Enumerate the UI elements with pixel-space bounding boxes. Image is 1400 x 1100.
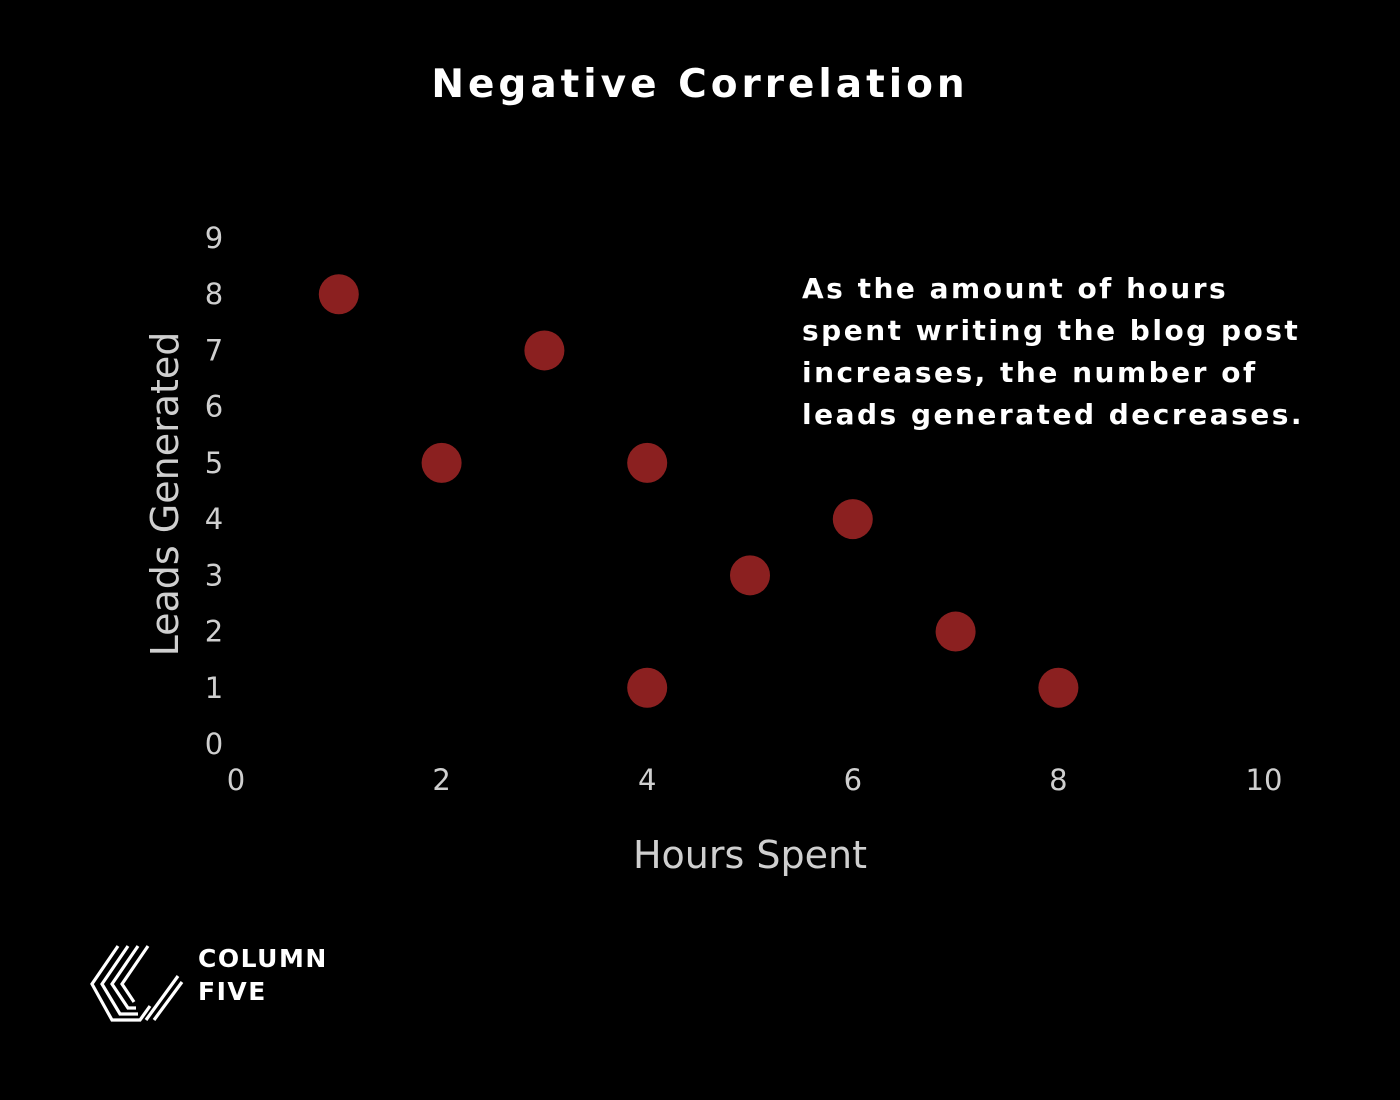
logo-wordmark: COLUMN FIVE bbox=[198, 942, 328, 1008]
y-axis-title: Leads Generated bbox=[143, 332, 187, 657]
scatter-point bbox=[627, 442, 668, 483]
y-tick-label: 0 bbox=[205, 727, 223, 761]
y-tick-label: 1 bbox=[205, 671, 223, 705]
y-tick-label: 4 bbox=[205, 502, 223, 536]
annotation-text: As the amount of hours spent writing the… bbox=[802, 268, 1362, 436]
y-tick-label: 8 bbox=[205, 277, 223, 311]
scatter-point bbox=[421, 442, 462, 483]
x-axis-title: Hours Spent bbox=[633, 833, 867, 877]
y-tick-label: 9 bbox=[205, 221, 223, 255]
scatter-point bbox=[318, 274, 359, 315]
data-points bbox=[318, 274, 1079, 708]
y-axis-ticks: 0 1 2 3 4 5 6 7 8 9 bbox=[205, 221, 223, 761]
y-tick-label: 3 bbox=[205, 558, 223, 592]
x-tick-label: 8 bbox=[1049, 763, 1067, 797]
column-five-logo-mark-icon bbox=[90, 945, 184, 1022]
y-tick-label: 7 bbox=[205, 333, 223, 367]
scatter-point bbox=[832, 499, 873, 540]
x-tick-label: 10 bbox=[1246, 763, 1283, 797]
scatter-point bbox=[627, 667, 668, 708]
annotation-line: leads generated decreases. bbox=[802, 398, 1305, 431]
x-tick-label: 4 bbox=[638, 763, 656, 797]
scatter-point bbox=[935, 611, 976, 652]
logo-line-1: COLUMN bbox=[198, 944, 328, 973]
chart-title: Negative Correlation bbox=[431, 62, 969, 107]
y-tick-label: 2 bbox=[205, 615, 223, 649]
x-tick-label: 2 bbox=[432, 763, 450, 797]
scatter-point bbox=[730, 555, 770, 596]
logo-line-2: FIVE bbox=[198, 977, 267, 1006]
y-tick-label: 6 bbox=[205, 390, 223, 424]
annotation-line: increases, the number of bbox=[802, 356, 1258, 389]
y-tick-label: 5 bbox=[205, 446, 223, 480]
x-axis-ticks: 0 2 4 6 8 10 bbox=[227, 763, 1283, 797]
annotation-line: spent writing the blog post bbox=[802, 314, 1301, 347]
column-five-logo: COLUMN FIVE bbox=[88, 938, 348, 1028]
x-tick-label: 0 bbox=[227, 763, 245, 797]
scatter-point bbox=[1038, 667, 1079, 708]
x-tick-label: 6 bbox=[844, 763, 862, 797]
annotation-line: As the amount of hours bbox=[802, 272, 1229, 305]
scatter-point bbox=[524, 330, 565, 371]
